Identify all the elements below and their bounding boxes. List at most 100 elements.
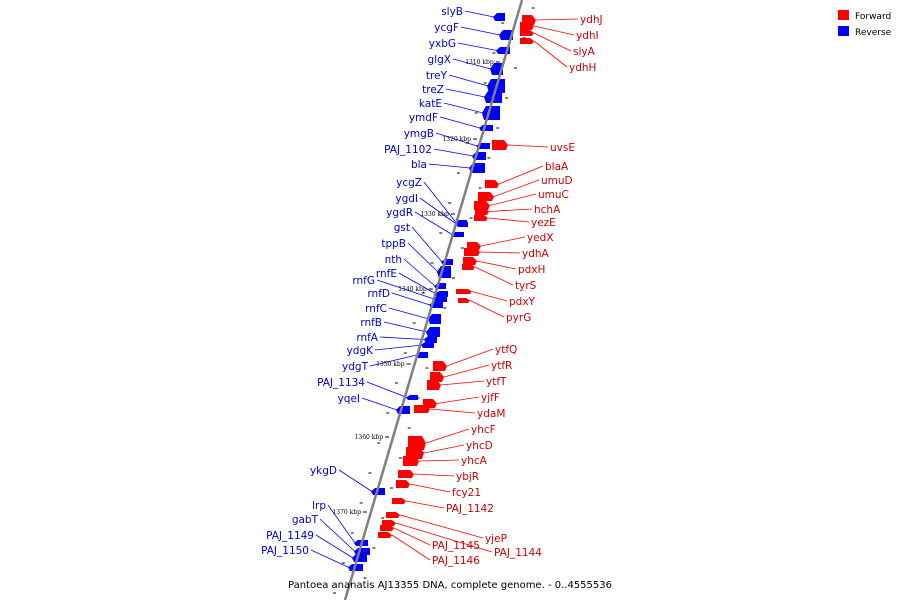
gene-label-yezE[interactable]: yezE — [531, 217, 556, 229]
gene-label-gabT[interactable]: gabT — [292, 514, 319, 526]
gene-feature-ydhA[interactable] — [464, 248, 480, 256]
gene-label-fcy21[interactable]: fcy21 — [452, 487, 481, 499]
gene-label-nth[interactable]: nth — [385, 254, 402, 266]
gene-label-pdxH[interactable]: pdxH — [518, 264, 545, 276]
gene-label-hchA[interactable]: hchA — [534, 204, 561, 216]
gene-feature-yhcA[interactable] — [403, 456, 419, 466]
gene-feature-yhcF[interactable] — [408, 436, 426, 450]
gene-label-ytfR[interactable]: ytfR — [491, 360, 512, 372]
gene-feature-ybjR[interactable] — [398, 470, 414, 478]
gene-feature-ytfT[interactable] — [427, 380, 441, 390]
gene-label-ybjR[interactable]: ybjR — [456, 471, 479, 483]
gene-label-PAJ_1146[interactable]: PAJ_1146 — [432, 555, 480, 567]
gene-feature-ydhH[interactable] — [520, 38, 534, 44]
gene-label-ydhJ[interactable]: ydhJ — [580, 14, 603, 26]
gene-label-yhcF[interactable]: yhcF — [471, 424, 496, 436]
gene-label-ymgB[interactable]: ymgB — [404, 128, 434, 140]
gene-feature-PAJ_1145[interactable] — [380, 525, 394, 531]
gene-label-PAJ_1102[interactable]: PAJ_1102 — [384, 144, 432, 156]
gene-feature-PAJ_1134[interactable] — [406, 395, 418, 400]
gene-label-treZ[interactable]: treZ — [422, 84, 444, 96]
gene-label-ytfT[interactable]: ytfT — [486, 376, 507, 388]
gene-label-pyrG[interactable]: pyrG — [506, 312, 531, 324]
gene-feature-gabT[interactable] — [354, 548, 370, 555]
gene-label-ygdI[interactable]: ygdI — [395, 193, 418, 205]
gene-label-rnfA[interactable]: rnfA — [356, 332, 378, 344]
gene-feature-ydgK[interactable] — [421, 342, 434, 348]
gene-label-ydaM[interactable]: ydaM — [477, 408, 505, 420]
gene-label-PAJ_1144[interactable]: PAJ_1144 — [494, 547, 542, 559]
gene-feature-ytfQ[interactable] — [433, 361, 447, 371]
gene-label-ydhH[interactable]: ydhH — [569, 62, 596, 74]
gene-feature-pyrG[interactable] — [458, 298, 470, 303]
gene-label-umuC[interactable]: umuC — [538, 189, 569, 201]
gene-label-yxbG[interactable]: yxbG — [429, 38, 456, 50]
gene-feature-ytfR[interactable] — [430, 372, 444, 382]
gene-feature-ygdI[interactable] — [456, 222, 468, 227]
gene-label-tppB[interactable]: tppB — [381, 238, 406, 250]
gene-label-treY[interactable]: treY — [426, 70, 448, 82]
gene-label-bla[interactable]: bla — [411, 159, 427, 171]
gene-label-yjfF[interactable]: yjfF — [481, 392, 500, 404]
gene-label-ymdF[interactable]: ymdF — [409, 112, 438, 124]
gene-label-yqeI[interactable]: yqeI — [338, 393, 360, 405]
gene-label-glgX[interactable]: glgX — [428, 54, 451, 66]
gene-feature-tyrS[interactable] — [462, 264, 475, 270]
gene-label-lrp[interactable]: lrp — [312, 500, 326, 512]
gene-label-uvsE[interactable]: uvsE — [550, 142, 575, 154]
gene-label-ygdR[interactable]: ygdR — [386, 207, 413, 219]
gene-label-ydgT[interactable]: ydgT — [342, 361, 369, 373]
gene-label-ydhA[interactable]: ydhA — [522, 248, 550, 260]
gene-label-yhcD[interactable]: yhcD — [466, 440, 493, 452]
gene-label-rnfE[interactable]: rnfE — [376, 268, 397, 280]
gene-label-ycgF[interactable]: ycgF — [434, 22, 459, 34]
gene-label-gst[interactable]: gst — [394, 222, 410, 234]
gene-label-yedX[interactable]: yedX — [527, 232, 554, 244]
gene-feature-PAJ_1144[interactable] — [382, 520, 396, 526]
gene-feature-umuD[interactable] — [478, 192, 494, 201]
gene-feature-yezE[interactable] — [474, 215, 488, 221]
gene-label-PAJ_1150[interactable]: PAJ_1150 — [261, 545, 309, 557]
gene-feature-blaA[interactable] — [485, 180, 499, 188]
gene-label-ydgK[interactable]: ydgK — [347, 345, 375, 357]
gene-label-pdxY[interactable]: pdxY — [509, 296, 536, 308]
gene-feature-fcy21[interactable] — [396, 480, 410, 488]
gene-label-rnfC[interactable]: rnfC — [365, 303, 387, 315]
gene-feature-slyB[interactable] — [493, 13, 505, 21]
gene-feature-rnfA[interactable] — [424, 336, 437, 343]
gene-label-PAJ_1142[interactable]: PAJ_1142 — [446, 503, 494, 515]
gene-feature-yjeP[interactable] — [386, 512, 400, 518]
gene-label-rnfG[interactable]: rnfG — [352, 275, 375, 287]
gene-feature-ycgF[interactable] — [499, 30, 513, 40]
gene-label-umuD[interactable]: umuD — [541, 175, 573, 187]
gene-label-PAJ_1134[interactable]: PAJ_1134 — [317, 377, 365, 389]
gene-feature-pdxY[interactable] — [456, 289, 472, 294]
gene-feature-PAJ_1146[interactable] — [378, 532, 392, 538]
gene-feature-pdxH[interactable] — [463, 257, 477, 265]
gene-label-PAJ_1149[interactable]: PAJ_1149 — [266, 530, 314, 542]
gene-feature-slyA[interactable] — [520, 30, 534, 36]
gene-label-PAJ_1145[interactable]: PAJ_1145 — [432, 540, 480, 552]
gene-label-ycgZ[interactable]: ycgZ — [396, 177, 422, 189]
gene-feature-rnfC[interactable] — [428, 314, 441, 324]
gene-label-tyrS[interactable]: tyrS — [515, 280, 537, 292]
gene-feature-hchA[interactable] — [475, 208, 489, 215]
gene-label-yjeP[interactable]: yjeP — [485, 533, 507, 545]
gene-label-rnfB[interactable]: rnfB — [360, 317, 382, 329]
gene-feature-ydhI[interactable] — [520, 22, 534, 30]
gene-label-ytfQ[interactable]: ytfQ — [495, 344, 517, 356]
gene-label-slyB[interactable]: slyB — [441, 6, 463, 18]
gene-feature-rnfB[interactable] — [426, 327, 440, 337]
gene-feature-umuC[interactable] — [474, 201, 490, 210]
gene-feature-rnfG[interactable] — [433, 296, 447, 302]
gene-label-yhcA[interactable]: yhcA — [461, 455, 488, 467]
gene-label-rnfD[interactable]: rnfD — [367, 288, 390, 300]
gene-label-slyA[interactable]: slyA — [573, 46, 596, 58]
gene-feature-uvsE[interactable] — [492, 140, 508, 150]
gene-label-katE[interactable]: katE — [419, 98, 442, 110]
gene-label-blaA[interactable]: blaA — [545, 161, 569, 173]
gene-feature-ydaM[interactable] — [414, 405, 430, 413]
gene-label-ykgD[interactable]: ykgD — [310, 465, 337, 477]
gene-feature-rnfE[interactable] — [435, 291, 448, 297]
gene-label-ydhI[interactable]: ydhI — [576, 30, 599, 42]
